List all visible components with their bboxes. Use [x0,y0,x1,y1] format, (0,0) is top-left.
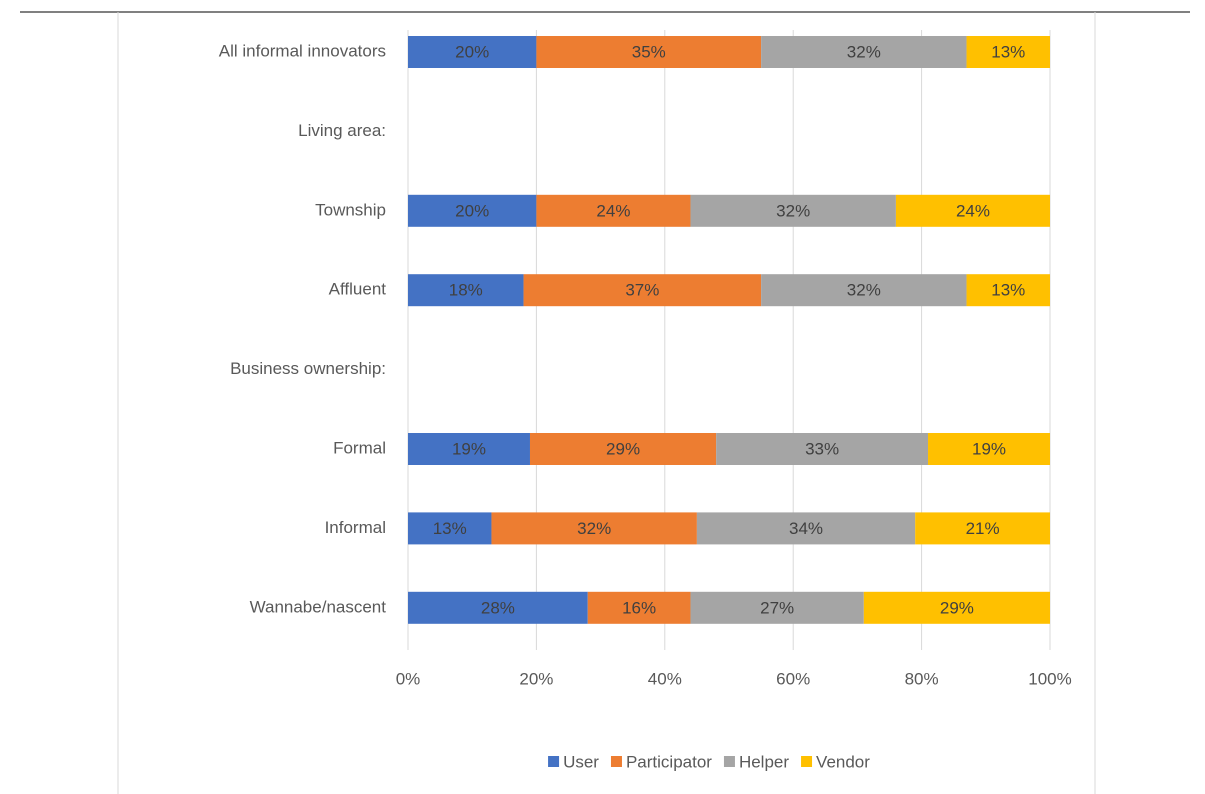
x-tick-label: 80% [905,669,939,688]
data-label: 24% [596,201,630,220]
legend-swatch [548,756,560,767]
data-label: 24% [956,201,990,220]
data-label: 34% [789,519,823,538]
bar-segment [408,36,537,68]
y-tick-label: All informal innovators [219,41,386,60]
legend-label: Vendor [816,752,870,771]
data-label: 33% [805,439,839,458]
data-label: 13% [991,42,1025,61]
data-label: 35% [632,42,666,61]
data-label: 37% [625,281,659,300]
bar-segment [408,591,588,624]
data-label: 27% [760,598,794,617]
x-tick-label: 0% [396,669,421,688]
bar-segment [523,274,762,307]
data-label: 32% [847,281,881,300]
y-tick-label: Formal [333,438,386,457]
data-label: 16% [622,598,656,617]
data-label: 29% [606,439,640,458]
bar-segment [408,433,530,465]
bar-segment [491,512,697,545]
bar-segment [863,591,1050,624]
bar-segment [761,36,967,68]
bar-segment [408,194,537,227]
bar-segment [690,194,896,227]
y-tick-label: Affluent [329,280,387,299]
bar-segment [966,274,1050,307]
legend-swatch [801,756,813,767]
bar-segment [536,194,691,227]
bar-segment [587,591,691,624]
data-label: 18% [449,281,483,300]
bar-segment [408,274,524,307]
bar-segment [408,512,492,545]
x-tick-label: 20% [519,669,553,688]
bar-segment [696,512,916,545]
data-label: 29% [940,598,974,617]
data-label: 20% [455,201,489,220]
bar-segment [690,591,864,624]
data-label: 20% [455,42,489,61]
legend-label: Participator [626,752,712,771]
bar-segment [928,433,1050,465]
x-tick-label: 40% [648,669,682,688]
data-label: 13% [991,281,1025,300]
data-label: 32% [847,42,881,61]
bar-segment [966,36,1050,68]
y-tick-label: Wannabe/nascent [250,597,387,616]
bar-segment [536,36,762,68]
legend-swatch [610,756,622,767]
y-tick-label: Informal [325,518,386,537]
y-tick-label: Township [315,200,386,219]
y-tick-label: Business ownership: [230,359,386,378]
legend-swatch [723,756,735,767]
y-tick-label: Living area: [298,121,386,140]
data-label: 19% [972,439,1006,458]
bar-segment [761,274,967,307]
data-label: 13% [433,519,467,538]
data-label: 32% [577,519,611,538]
x-tick-label: 100% [1028,669,1071,688]
bar-segment [915,512,1050,545]
x-tick-label: 60% [776,669,810,688]
legend-label: User [563,752,599,771]
bar-segment [895,194,1050,227]
bar-segment [529,433,717,465]
bar-segment [716,433,929,465]
legend-label: Helper [739,752,789,771]
data-label: 28% [481,598,515,617]
data-label: 19% [452,439,486,458]
data-label: 21% [966,519,1000,538]
data-label: 32% [776,201,810,220]
